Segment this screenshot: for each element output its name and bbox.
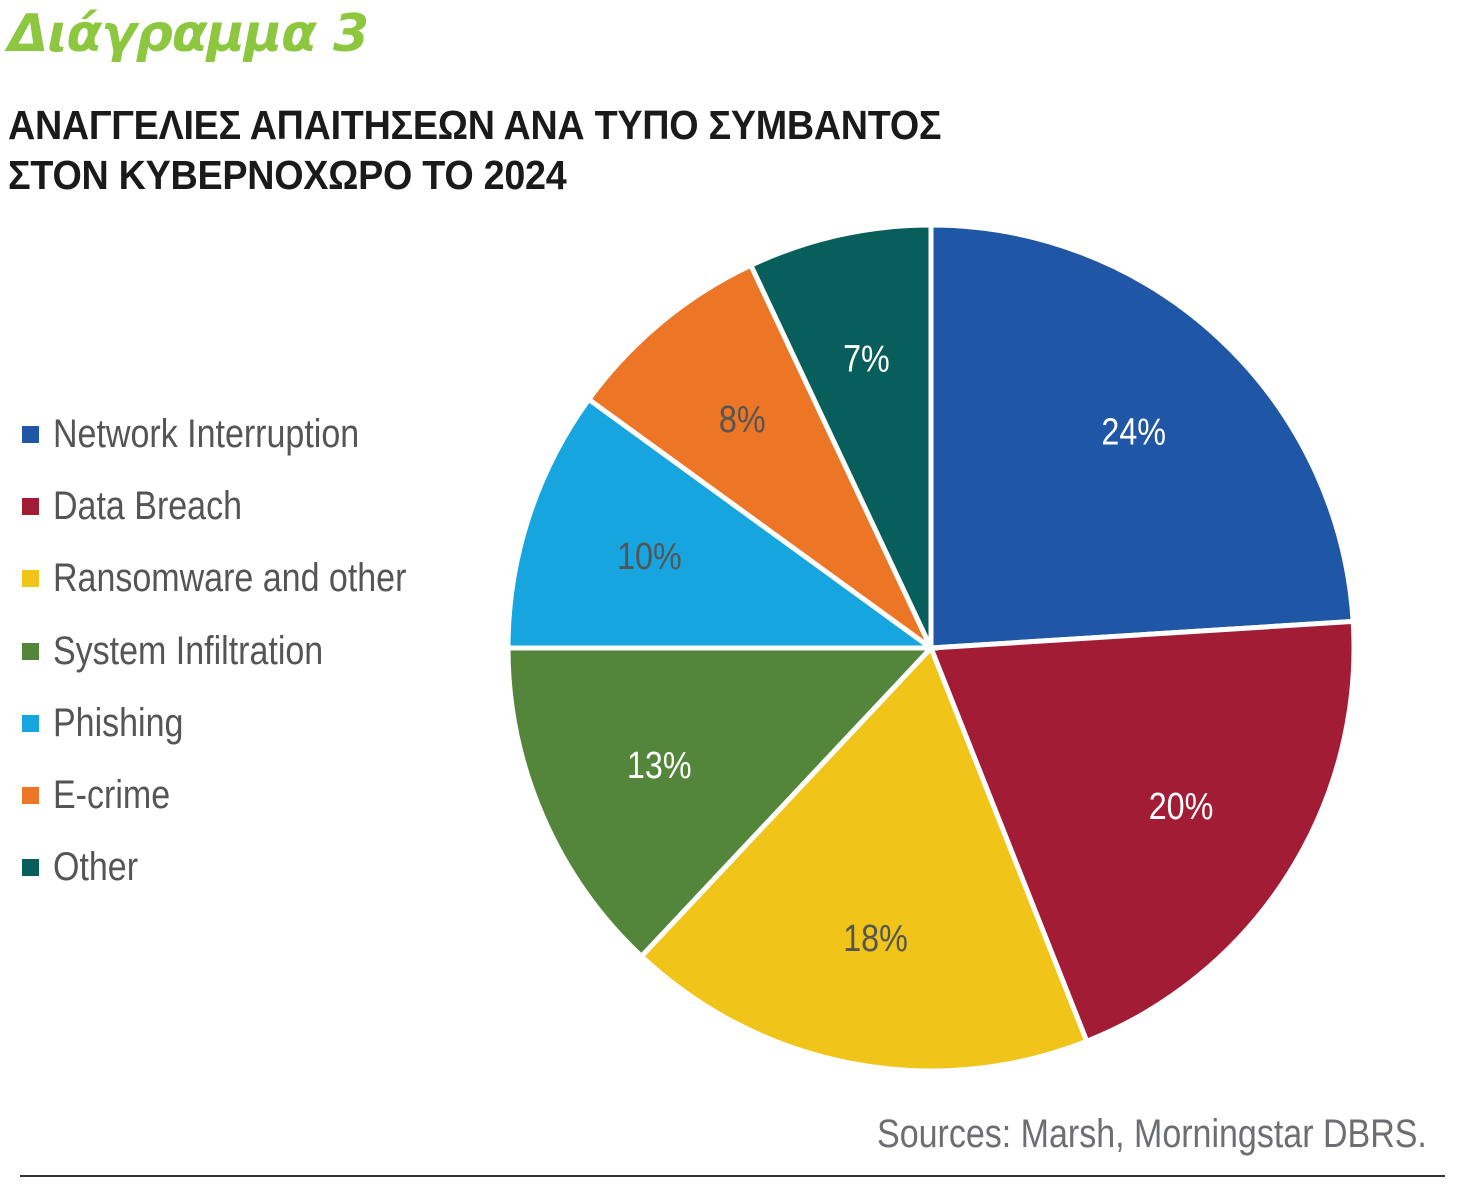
pie-slice-phishing — [505, 395, 939, 651]
legend-label-other: Other — [53, 845, 139, 890]
pie-slice-ransomware-and-other — [637, 643, 1090, 1074]
legend-item-e-crime: E-crime — [22, 759, 469, 831]
data-label-e-crime: 8% — [719, 399, 766, 441]
bottom-divider — [20, 1175, 1445, 1177]
pie-slice-network-interruption — [928, 222, 1356, 651]
legend-label-ransomware-and-other: Ransomware and other — [53, 556, 407, 601]
legend-item-ransomware-and-other: Ransomware and other — [22, 543, 469, 615]
data-label-system-infiltration: 13% — [627, 745, 692, 787]
legend-swatch-phishing — [22, 714, 39, 732]
data-label-ransomware-and-other: 18% — [843, 918, 908, 960]
data-label-phishing: 10% — [617, 535, 682, 577]
legend-swatch-data-breach — [22, 497, 39, 515]
legend-label-data-breach: Data Breach — [53, 483, 242, 528]
pie-slice-data-breach — [927, 618, 1357, 1045]
data-label-other: 7% — [843, 338, 890, 380]
chart-title-line-1: ΑΝΑΓΓΕΛΙΕΣ ΑΠΑΙΤΗΣΕΩΝ ΑΝΑ ΤΥΠΟ ΣΥΜΒΑΝΤΟΣ — [8, 102, 942, 148]
source-note: Sources: Marsh, Morningstar DBRS. — [877, 1112, 1427, 1156]
chart-title: ΑΝΑΓΓΕΛΙΕΣ ΑΠΑΙΤΗΣΕΩΝ ΑΝΑ ΤΥΠΟ ΣΥΜΒΑΝΤΟΣ… — [8, 100, 942, 200]
legend-swatch-ransomware-and-other — [22, 570, 39, 588]
legend-item-data-breach: Data Breach — [22, 470, 469, 542]
figure-label: Διάγραμμα 3 — [8, 4, 369, 64]
legend-swatch-other — [22, 859, 39, 877]
legend-item-system-infiltration: System Infiltration — [22, 615, 469, 687]
legend-item-phishing: Phishing — [22, 687, 469, 759]
data-label-data-breach: 20% — [1149, 786, 1214, 828]
chart-legend: Network Interruption Data Breach Ransomwar… — [22, 398, 469, 904]
legend-item-other: Other — [22, 832, 469, 904]
legend-item-network-interruption: Network Interruption — [22, 398, 469, 470]
pie-slice-system-infiltration — [505, 645, 937, 960]
chart-title-line-2: ΣΤΟΝ ΚΥΒΕΡΝΟΧΩΡΟ ΤΟ 2024 — [8, 152, 567, 198]
data-label-network-interruption: 24% — [1101, 411, 1166, 453]
pie-slice-other — [747, 222, 934, 650]
legend-swatch-network-interruption — [22, 425, 39, 443]
legend-swatch-e-crime — [22, 787, 39, 805]
legend-label-network-interruption: Network Interruption — [53, 411, 360, 456]
legend-label-system-infiltration: System Infiltration — [53, 628, 324, 673]
legend-label-phishing: Phishing — [53, 700, 184, 745]
legend-swatch-system-infiltration — [22, 642, 39, 660]
legend-label-e-crime: E-crime — [53, 773, 171, 818]
pie-slice-e-crime — [585, 261, 934, 651]
